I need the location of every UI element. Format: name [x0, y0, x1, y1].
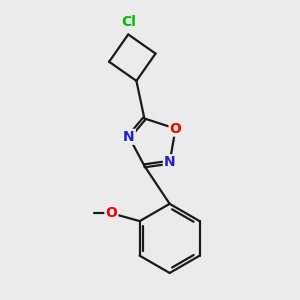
Text: N: N — [164, 155, 176, 169]
Text: O: O — [169, 122, 181, 136]
Text: Cl: Cl — [121, 15, 136, 29]
Text: O: O — [106, 206, 117, 220]
Text: N: N — [123, 130, 135, 144]
